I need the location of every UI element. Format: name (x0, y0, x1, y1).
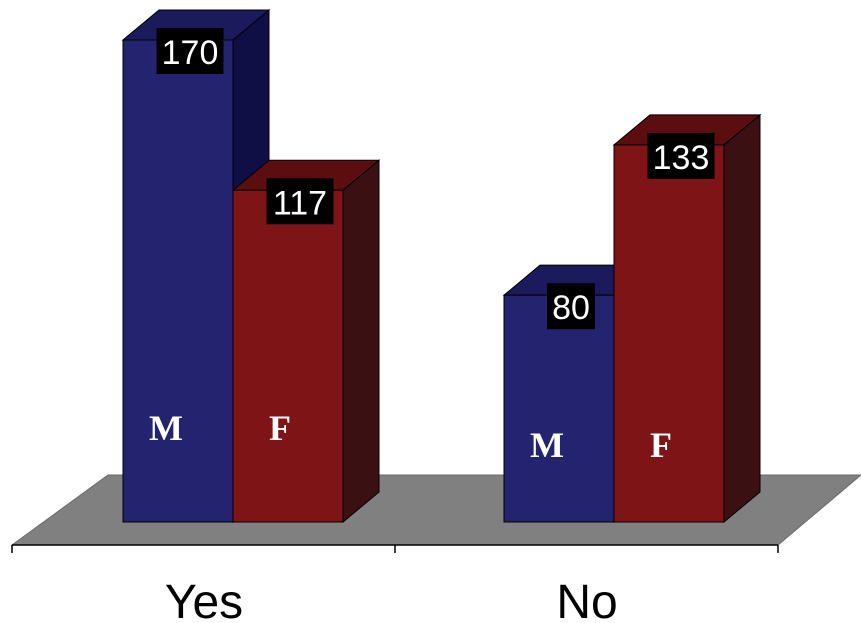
data-label-no-m: 80 (547, 283, 595, 330)
data-label-text: 170 (162, 34, 219, 72)
category-label-yes: Yes (165, 576, 243, 623)
bar-series-letter: F (650, 425, 672, 465)
bar-side-face (342, 159, 380, 524)
category-label-no: No (556, 576, 617, 623)
data-label-text: 133 (653, 139, 710, 177)
bars-layer: 170 M 117 F 80 M 133 F (121, 8, 762, 524)
data-label-yes-m: 170 (156, 28, 224, 74)
data-label-box (266, 178, 334, 225)
data-label-box (647, 132, 715, 179)
bar-side-face (723, 113, 761, 524)
bar-yes-m: 170 M (121, 8, 271, 524)
bar-series-letter: M (530, 425, 564, 465)
bar-front-face (122, 39, 234, 523)
bar-series-letter: M (149, 408, 183, 448)
bar-front-face (613, 144, 725, 523)
bar-front-face (232, 189, 344, 523)
category-labels: Yes No (165, 576, 618, 623)
data-label-no-f: 133 (647, 132, 715, 179)
bar-front-face (503, 294, 615, 523)
data-label-box (156, 28, 224, 74)
bar-series-letter: F (269, 408, 291, 448)
data-label-text: 117 (273, 184, 327, 222)
bar-no-f: 133 F (612, 113, 762, 524)
data-label-yes-f: 117 (266, 178, 334, 225)
data-label-text: 80 (552, 289, 590, 327)
data-label-box (547, 283, 595, 330)
bar-yes-f: 117 F (231, 159, 381, 524)
